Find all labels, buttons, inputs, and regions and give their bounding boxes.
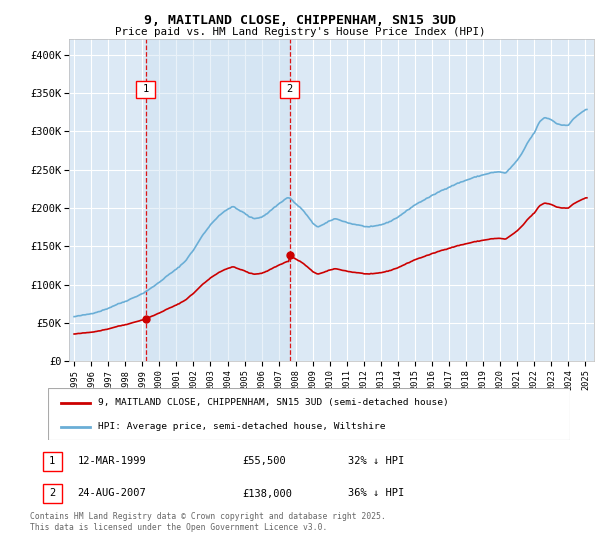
Bar	[146, 39, 290, 361]
Bar	[280, 81, 299, 97]
Text: 36% ↓ HPI: 36% ↓ HPI	[348, 488, 404, 498]
Bar	[43, 484, 62, 503]
Text: Price paid vs. HM Land Registry's House Price Index (HPI): Price paid vs. HM Land Registry's House …	[115, 27, 485, 37]
Text: 2: 2	[49, 488, 55, 498]
Text: £138,000: £138,000	[242, 488, 292, 498]
Text: 1: 1	[49, 456, 55, 466]
Text: 12-MAR-1999: 12-MAR-1999	[77, 456, 146, 466]
Text: 24-AUG-2007: 24-AUG-2007	[77, 488, 146, 498]
Bar	[136, 81, 155, 97]
Text: 2: 2	[287, 84, 293, 94]
Text: Contains HM Land Registry data © Crown copyright and database right 2025.
This d: Contains HM Land Registry data © Crown c…	[30, 512, 386, 532]
Text: 32% ↓ HPI: 32% ↓ HPI	[348, 456, 404, 466]
Text: 9, MAITLAND CLOSE, CHIPPENHAM, SN15 3UD (semi-detached house): 9, MAITLAND CLOSE, CHIPPENHAM, SN15 3UD …	[98, 398, 448, 407]
Text: HPI: Average price, semi-detached house, Wiltshire: HPI: Average price, semi-detached house,…	[98, 422, 385, 431]
Bar	[43, 451, 62, 471]
Text: 1: 1	[143, 84, 149, 94]
Text: £55,500: £55,500	[242, 456, 286, 466]
Text: 9, MAITLAND CLOSE, CHIPPENHAM, SN15 3UD: 9, MAITLAND CLOSE, CHIPPENHAM, SN15 3UD	[144, 14, 456, 27]
